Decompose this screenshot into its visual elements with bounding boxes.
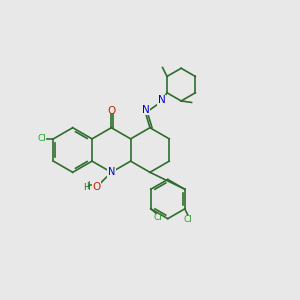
Text: Cl: Cl — [153, 213, 162, 222]
Text: O: O — [92, 182, 101, 192]
Text: N: N — [142, 105, 149, 115]
Text: H: H — [83, 183, 90, 192]
Text: O: O — [92, 182, 101, 192]
Text: N: N — [108, 167, 115, 177]
Text: H: H — [87, 181, 94, 190]
Text: Cl: Cl — [183, 215, 192, 224]
Text: Cl: Cl — [37, 134, 46, 143]
Text: O: O — [107, 106, 116, 116]
Text: N: N — [158, 95, 166, 105]
Text: H: H — [86, 182, 93, 191]
